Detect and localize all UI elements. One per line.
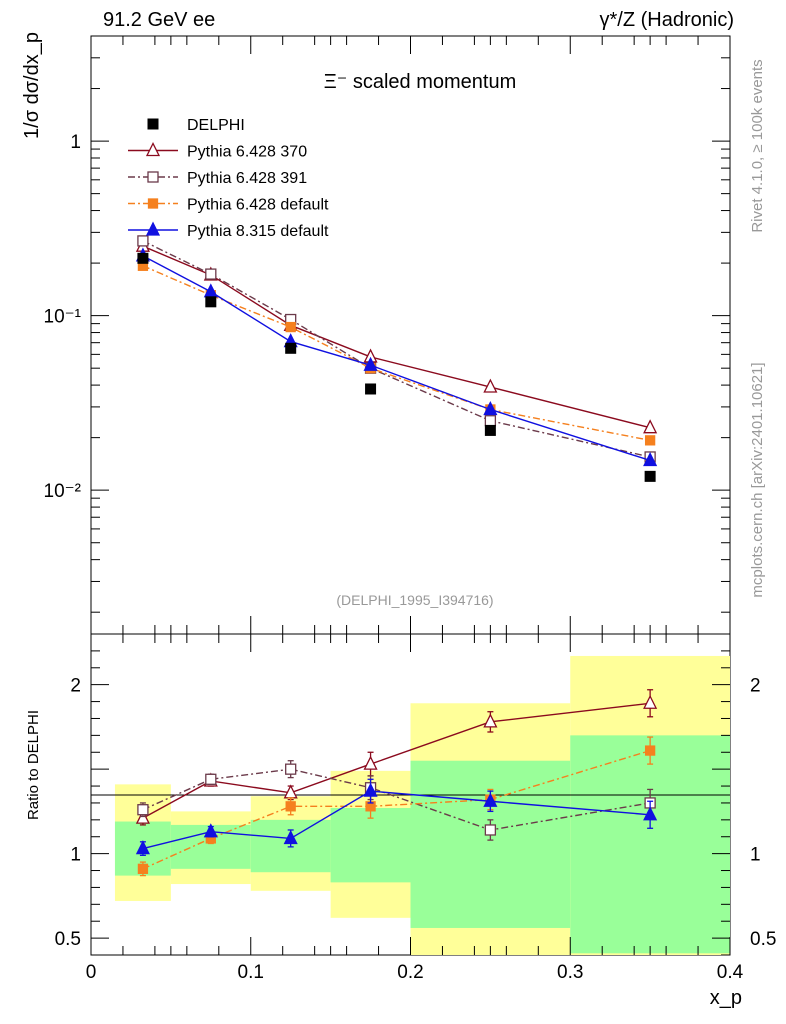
legend-label-3: Pythia 8.315 default [187, 223, 329, 240]
ratio-point-3 [363, 782, 378, 797]
legend-marker-2 [147, 198, 159, 209]
data-point-delphi [285, 342, 297, 354]
series-point-3 [483, 401, 498, 416]
ratio-line-3 [142, 790, 651, 850]
x-tick-label: 0 [86, 962, 97, 983]
ratio-point-3 [203, 823, 218, 838]
ratio-axis-ticks: 2 2 1 1 0.5 0.5 [55, 633, 776, 956]
chart-title: Ξ⁻ scaled momentum [324, 71, 517, 93]
series-point-3 [363, 356, 378, 371]
legend: DELPHI Pythia 6.428 370 Pythia 6.428 391 Py… [128, 117, 329, 240]
data-point-delphi [484, 424, 496, 436]
x-tick-label: 0.4 [717, 962, 744, 983]
ratio-point-1 [137, 804, 149, 816]
series-point-2 [644, 435, 656, 446]
header-right: γ*/Z (Hadronic) [600, 9, 734, 31]
analysis-id: (DELPHI_1995_I394716) [336, 592, 493, 608]
y-main-tick-label: 10⁻² [44, 481, 82, 502]
series-point-1 [484, 415, 497, 427]
legend-marker-delphi [147, 118, 159, 130]
series-point-1 [137, 235, 149, 247]
y-ratio-tick-label-right: 0.5 [750, 929, 776, 950]
y-main-tick-label: 10⁻¹ [44, 307, 82, 328]
legend-label-1: Pythia 6.428 391 [187, 170, 307, 187]
ratio-point-3 [483, 792, 498, 807]
legend-marker-1 [147, 171, 159, 183]
ratio-point-2 [137, 863, 149, 874]
ratio-line-1 [142, 768, 651, 831]
x-tick-label: 0.1 [238, 962, 264, 983]
band-inner-4 [410, 760, 571, 928]
ratio-point-0 [643, 694, 658, 709]
y-ratio-tick-label: 2 [70, 676, 81, 697]
x-tick-label: 0.3 [557, 962, 583, 983]
band-inner-5 [570, 735, 730, 954]
ratio-point-0 [135, 809, 150, 824]
ratio-point-1 [205, 773, 217, 785]
ratio-point-0 [483, 713, 498, 728]
ratio-point-2 [644, 745, 656, 756]
series-point-0 [483, 378, 498, 393]
ratio-point-1 [285, 763, 297, 775]
band-inner-3 [330, 808, 411, 883]
main-axis-ticks: 1 10⁻¹ 10⁻² [44, 35, 730, 613]
side-label-top: Rivet 4.1.0, ≥ 100k events [749, 59, 766, 232]
series-point-1 [205, 268, 217, 280]
series-line-3 [142, 255, 651, 462]
main-series-group [135, 235, 658, 482]
y-axis-label-ratio: Ratio to DELPHI [25, 710, 42, 820]
ratio-point-3 [135, 840, 150, 855]
y-axis-label-main: 1/σ dσ/dx_p [21, 32, 43, 139]
ratio-point-1 [484, 824, 497, 836]
ratio-series-group [135, 689, 658, 877]
legend-marker-0 [145, 142, 161, 157]
data-point-delphi [137, 252, 149, 264]
y-ratio-tick-label: 1 [70, 845, 81, 866]
x-axis-ticks: 0 0.1 0.2 0.3 0.4 [86, 36, 744, 983]
series-point-0 [643, 419, 658, 434]
legend-label-0: Pythia 6.428 370 [187, 144, 307, 161]
series-line-0 [142, 245, 651, 429]
header-left: 91.2 GeV ee [103, 9, 215, 31]
y-ratio-tick-label-right: 2 [750, 676, 761, 697]
legend-marker-3 [145, 221, 161, 236]
series-line-2 [142, 265, 651, 442]
side-label-bottom: mcplots.cern.ch [arXiv:2401.10621] [749, 362, 766, 597]
data-point-delphi [365, 383, 377, 395]
y-main-tick-label: 1 [70, 132, 81, 153]
data-point-delphi [205, 296, 217, 308]
ratio-point-3 [643, 806, 658, 821]
series-point-2 [285, 321, 296, 333]
legend-label-delphi: DELPHI [187, 117, 245, 134]
y-ratio-tick-label-right: 1 [750, 845, 761, 866]
series-line-1 [142, 240, 651, 458]
series-point-3 [643, 452, 658, 467]
data-point-delphi [644, 470, 656, 482]
ratio-point-0 [363, 755, 378, 770]
ratio-point-2 [285, 801, 296, 812]
x-tick-label: 0.2 [397, 962, 423, 983]
y-ratio-tick-label: 0.5 [55, 929, 81, 950]
legend-label-2: Pythia 6.428 default [187, 197, 329, 214]
ratio-point-3 [283, 829, 298, 845]
ratio-line-2 [142, 749, 651, 870]
x-axis-label: x_p [710, 987, 742, 1009]
